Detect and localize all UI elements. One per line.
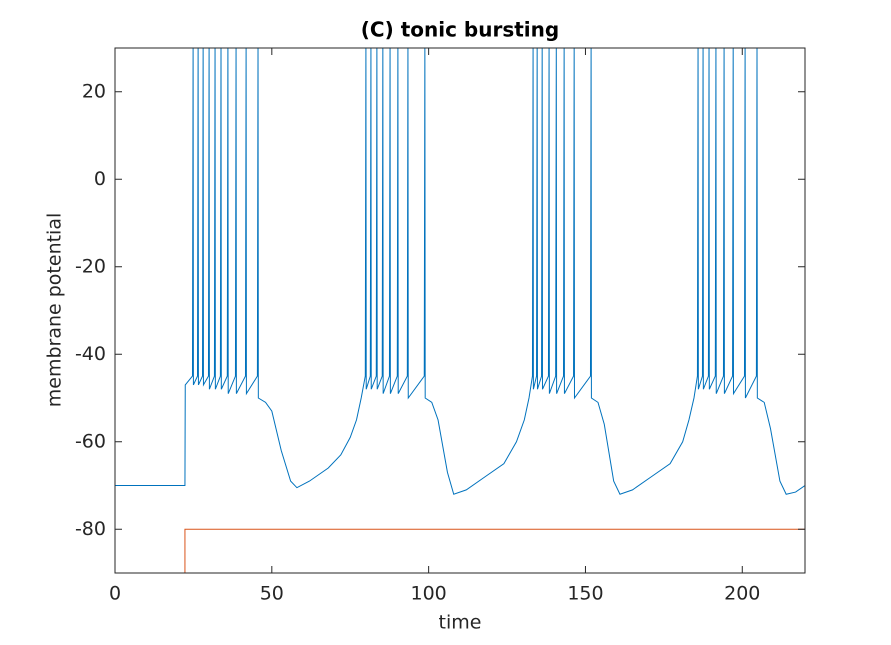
chart-title: (C) tonic bursting [361,18,559,42]
y-tick-label: -60 [75,430,106,452]
y-tick-label: 0 [94,168,106,190]
y-tick-label: 20 [82,80,106,102]
y-tick-label: -20 [75,255,106,277]
x-tick-label: 50 [260,583,284,605]
y-axis-label: membrane potential [44,213,66,408]
axes-box [114,47,806,574]
y-tick-label: -80 [75,518,106,540]
x-tick-label: 150 [567,583,603,605]
plot-area [115,48,805,573]
y-tick-label: -40 [75,343,106,365]
x-tick-label: 200 [724,583,760,605]
series-line [115,48,805,495]
series-line [115,528,805,573]
x-tick-label: 100 [411,583,447,605]
x-tick-label: 0 [109,583,121,605]
x-axis-label: time [439,612,482,634]
